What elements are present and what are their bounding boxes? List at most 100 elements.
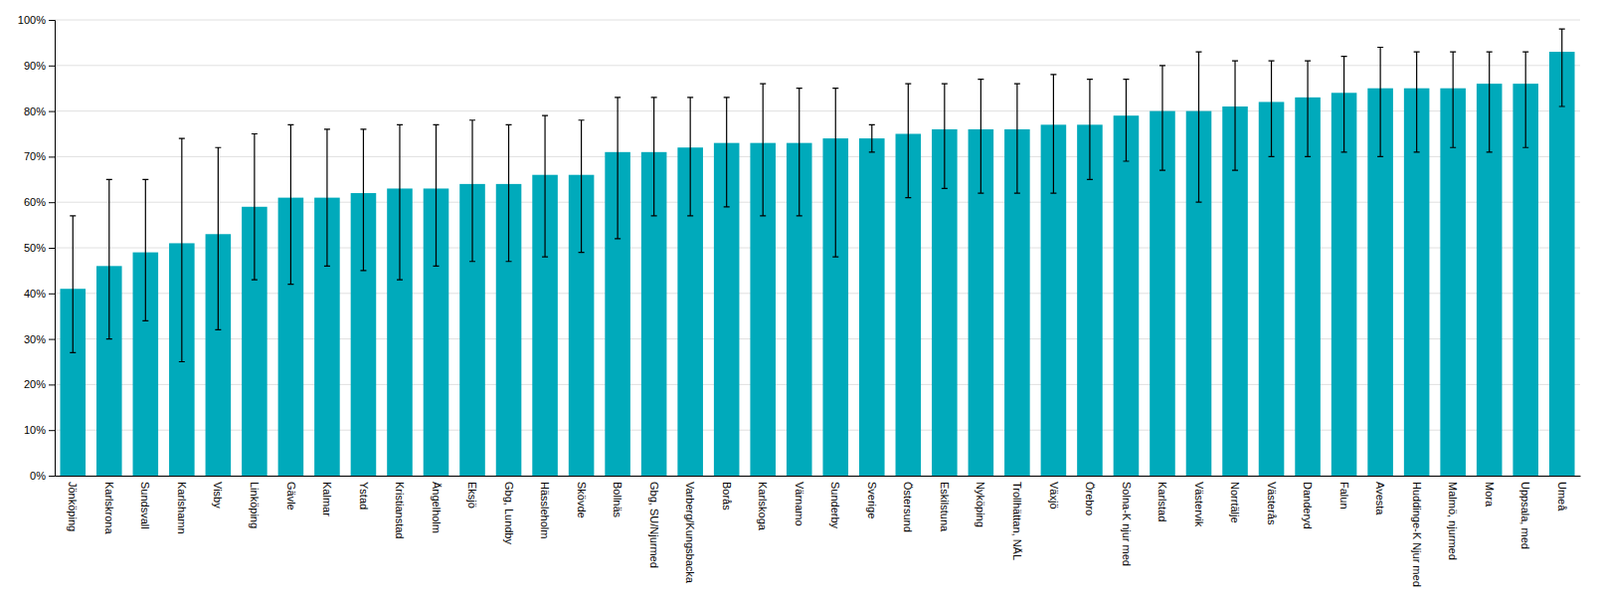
tick-label: Umeå [1556,481,1569,512]
tick-label: Nyköping [975,481,988,528]
tick: Hässleholm [538,481,551,538]
tick-label: Norrtälje [1229,481,1242,524]
tick: 80% [23,105,55,118]
tick: 90% [23,59,55,72]
tick: Sunderby [829,481,842,530]
tick: Borås [720,481,733,511]
tick-label: Karlskrona [103,481,116,534]
tick: Bollnäs [611,481,624,519]
error-bar [1014,83,1021,193]
tick-label: Varberg/Kungsbacka [684,481,697,584]
tick-label: Sverige [866,481,879,519]
tick-label: Eskilstuna [938,481,951,533]
error-bar [359,129,366,271]
marks [59,28,1575,476]
tick: 0% [29,469,55,482]
error-bar [614,97,621,239]
tick: 40% [23,287,55,300]
tick-label: 100% [17,13,46,26]
error-bar [469,120,476,262]
error-bar [1559,28,1566,107]
tick: Skövde [575,481,588,519]
tick-label: 80% [23,105,46,118]
tick-label: Avesta [1374,481,1387,516]
tick-label: Eksjö [466,481,479,509]
error-bar [1414,51,1421,153]
error-bar [142,178,149,321]
tick: 30% [23,333,55,346]
tick-label: Danderyd [1301,481,1314,530]
error-bar [651,97,658,216]
tick-mark [48,19,55,21]
tick-label: Örebro [1083,481,1096,516]
tick-label: 30% [23,333,46,346]
tick: Växjö [1048,481,1061,510]
error-bar [904,83,911,197]
error-bar [324,129,331,266]
tick-label: Visby [212,481,225,509]
tick: 100% [17,13,55,26]
tick: Gävle [285,481,298,511]
tick: Sundsvall [139,481,152,530]
tick-label: Kalmar [321,481,334,517]
tick: 60% [23,195,55,208]
tick: Jönköping [66,481,79,532]
tick-label: Huddinge-K Njur med [1411,481,1423,587]
tick: Värnamo [793,481,806,527]
tick-label: Mora [1483,481,1496,508]
tick-label: 50% [23,241,46,254]
error-bar [1522,51,1529,148]
error-bar [941,83,948,188]
error-bar [69,215,76,353]
tick-mark [48,383,55,385]
tick: Sverige [866,481,879,519]
tick: 50% [23,241,55,254]
error-bar [506,124,513,261]
tick-label: Jönköping [66,481,79,532]
error-bar [1449,51,1456,148]
bar [1113,115,1140,476]
bar [859,138,886,476]
tick: 70% [23,150,55,163]
error-bar [1086,79,1093,180]
tick: Avesta [1374,481,1387,516]
tick-label: 10% [23,423,46,436]
tick: Nyköping [975,481,988,528]
error-bar [1232,60,1239,171]
tick-label: Linköping [248,481,261,529]
error-bar [832,88,839,257]
error-bar [1377,46,1384,157]
tick-mark [48,156,55,158]
y-axis: 0% 10% 20% 30% 40% 50% 60% 70% 80% 90% 100% [17,13,56,482]
grid-line [54,19,1581,21]
tick: Karlstad [1156,481,1169,522]
x-axis: JönköpingKarlskronaSundsvallKarlshamnVis… [55,476,1582,587]
tick-label: 90% [23,59,46,72]
error-bar [1341,56,1348,153]
tick-label: Kristianstad [393,481,406,538]
tick-mark [48,65,55,67]
tick-label: 40% [23,287,46,300]
tick: Örebro [1083,481,1096,516]
error-bar [251,134,258,281]
tick: Eskilstuna [938,481,951,533]
tick: Varberg/Kungsbacka [684,481,697,584]
tick-label: Sundsvall [139,481,152,530]
error-bar [1268,60,1275,157]
error-bar [433,124,440,266]
error-bar [869,124,876,152]
tick-label: 70% [23,150,46,163]
tick-label: Falun [1338,481,1351,510]
tick-label: Östersund [901,481,914,533]
tick: Västerås [1265,481,1278,526]
error-bar [1486,51,1493,153]
tick-label: Sunderby [829,481,842,530]
tick: 20% [23,377,55,390]
tick-label: Uppsala, med [1519,481,1532,549]
chart: 0% 10% 20% 30% 40% 50% 60% 70% 80% 90% 100% Jönköpi… [0,0,1600,615]
error-bar [396,124,403,280]
tick-label: Malmö, njurmed [1446,481,1459,560]
error-bar [759,83,766,216]
tick-label: Borås [720,481,733,511]
tick: Mora [1483,481,1496,508]
